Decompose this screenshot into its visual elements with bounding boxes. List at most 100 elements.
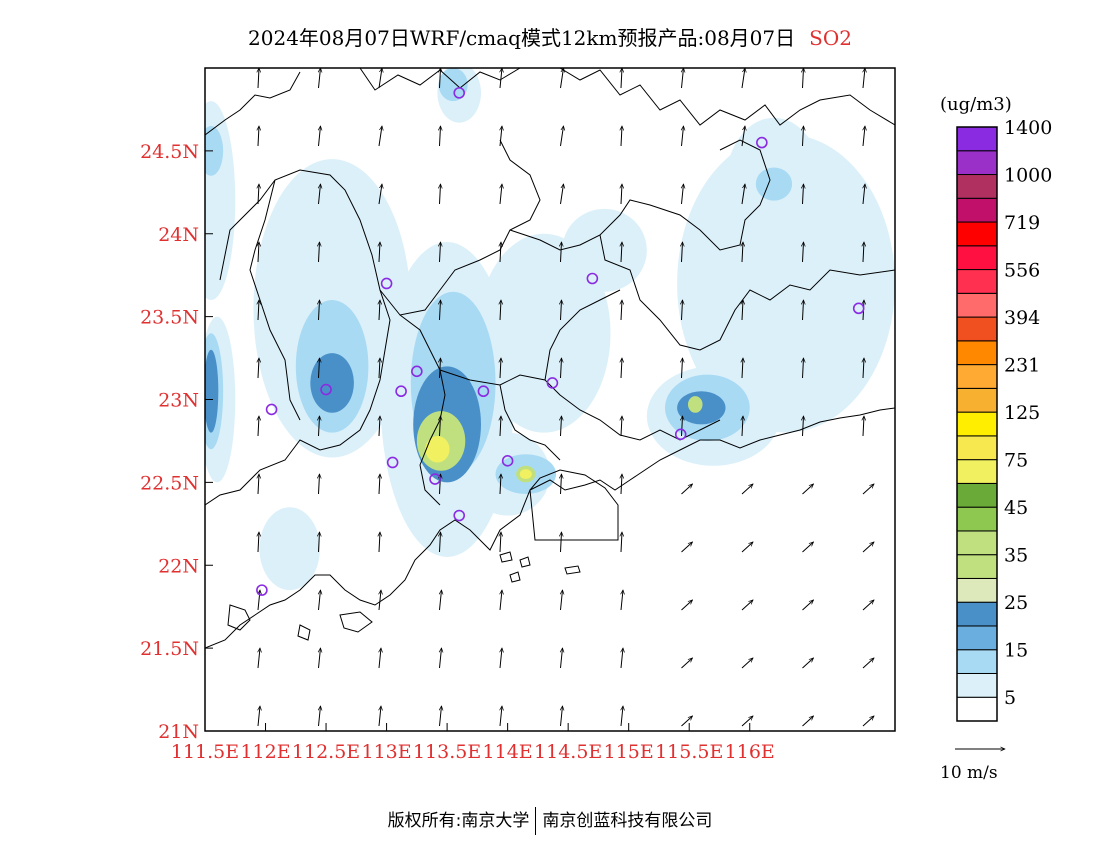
wind-vector [621,648,623,669]
wind-vector [500,590,502,611]
wind-vector [319,532,320,553]
wind-reference: 10 m/s [940,749,1005,783]
color-legend: 5 15 25 35 45 75 125 231 394 556 719 1000 1400 [956,117,1052,722]
wind-vector [500,648,502,669]
wind-vector [803,300,804,321]
lon-tick-label: 115E [604,741,654,763]
wind-vector [742,300,743,321]
wind-vector [803,184,804,205]
wind-vector [621,590,623,611]
province-boundary [219,139,541,316]
wind-vector [863,68,865,89]
station-marker [265,403,278,416]
wind-vector [258,242,259,263]
wind-vector [258,706,260,727]
wind-vector [741,658,753,669]
wind-vector [621,358,622,379]
concentration-blob [205,126,224,176]
legend-swatch [956,696,998,722]
legend-swatch [956,625,998,651]
wind-vector [802,484,814,495]
lat-tick-label: 24.5N [140,141,199,163]
wind-vector [560,126,564,147]
concentration-blob [562,208,647,292]
wind-vector [440,590,442,611]
lon-tick-label: 116E [725,741,775,763]
wind-vector [862,658,874,669]
wind-vector [862,542,874,553]
station-marker [256,584,268,596]
legend-swatch [956,197,998,223]
concentration-field [205,68,895,591]
lon-tick-label: 112.5E [292,741,360,763]
station-marker [501,455,514,467]
station-marker [852,302,865,315]
province-boundary [509,139,771,251]
wind-vector [803,242,804,263]
title-main: 2024年08月07日WRF/cmaq模式12km预报产品:08月07日 [248,26,796,50]
legend-frame [956,126,998,722]
wind-vector [379,300,380,321]
legend-label: 75 [1004,450,1028,472]
islands [297,624,311,641]
wind-vector [802,600,814,611]
wind-vector [682,300,683,321]
wind-vector [742,416,743,437]
station-marker [386,456,399,469]
pollutant-species: SO2 [809,26,852,50]
wind-vector [863,416,864,437]
wind-vector [681,600,693,611]
wind-vector [682,416,683,437]
copyright-footer: 版权所有:南京大学 南京创蓝科技有限公司 [0,806,1100,835]
wind-vector [319,126,321,147]
wind-vector [863,126,865,147]
wind-vector [440,706,442,727]
wind-vector [319,184,321,205]
legend-swatch [956,601,998,627]
wind-vector [440,300,441,321]
province-boundary [399,314,446,506]
islands [227,604,251,631]
wind-vector [500,474,501,495]
legend-swatch [956,126,998,152]
station-marker [674,428,687,441]
concentration-blob [205,349,219,433]
station-marker [586,272,599,285]
lon-tick-label: 113E [362,741,412,763]
province-boundary [559,68,895,126]
lon-tick-label: 114E [483,741,533,763]
concentration-blob [755,167,793,201]
station-marker [395,385,407,398]
concentration-blob [425,435,450,463]
wind-vector [440,242,441,263]
legend-label: 394 [1004,307,1040,329]
wind-vector [319,706,321,727]
wind-vector [378,68,382,89]
legend-swatch [956,482,998,508]
wind-vector [379,416,380,437]
station-marker [756,136,768,149]
wind-vector [561,242,562,263]
wind-vector [258,68,259,89]
wind-vector [803,68,804,89]
wind-vector [682,358,683,379]
wind-vector [379,532,380,553]
wind-vector [500,416,501,437]
wind-vector [500,242,501,263]
islands [519,556,531,568]
station-marker [429,473,441,485]
legend-swatch [956,530,998,556]
islands [509,571,521,583]
islands [339,611,373,633]
wind-vector [561,300,562,321]
wind-vector [319,416,320,437]
wind-vector [258,300,259,321]
lat-tick-label: 22N [158,555,199,577]
wind-vector [379,358,380,379]
wind-vector [802,542,814,553]
province-boundary [544,289,621,381]
wind-vector [319,68,321,89]
legend-swatch [956,340,998,366]
wind-vector [258,474,259,495]
wind-vector [319,648,321,669]
